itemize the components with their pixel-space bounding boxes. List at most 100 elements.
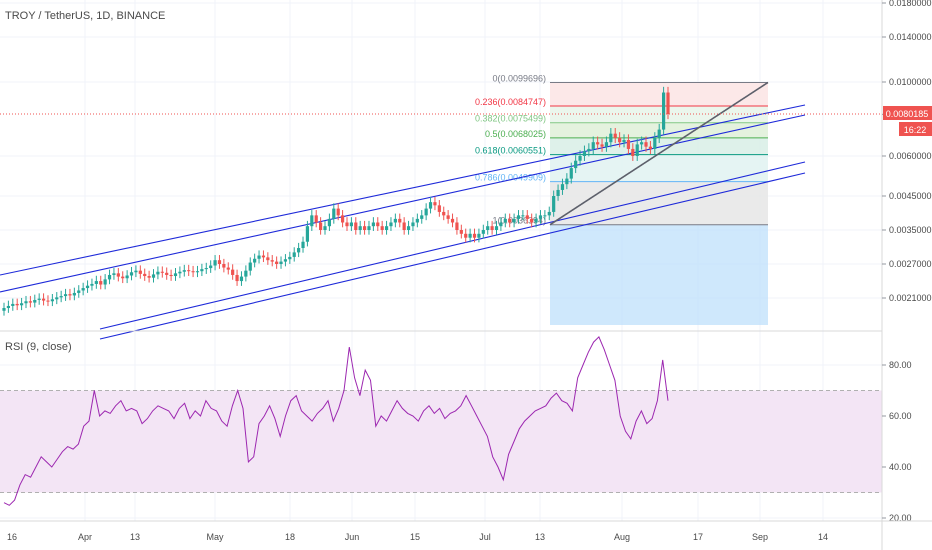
candle-body	[116, 273, 120, 277]
candle-body	[28, 301, 32, 303]
price-tick-label: 0.0027000	[889, 259, 932, 269]
candle-body	[534, 218, 538, 223]
fib-level-label: 1(0.0036394)	[492, 216, 546, 226]
candle-body	[362, 226, 367, 230]
candle-body	[209, 265, 213, 269]
candle-body	[173, 273, 178, 277]
channel-line	[0, 114, 806, 293]
rsi-tick-label: 60.00	[889, 411, 912, 421]
candle-body	[292, 252, 296, 257]
candle-body	[508, 218, 512, 223]
candle-body	[165, 272, 169, 275]
candle-body	[499, 222, 503, 227]
candle-body	[569, 168, 573, 179]
channel-line	[99, 161, 806, 330]
candle-body	[437, 205, 441, 212]
candle-body	[239, 276, 244, 282]
candle-body	[213, 260, 217, 266]
countdown-value: 16:22	[904, 125, 927, 135]
candle-body	[552, 196, 556, 212]
candle-body	[191, 271, 195, 273]
candle-body	[653, 137, 657, 149]
time-axis[interactable]: 16 Apr 13 May 18 Jun 15 Jul 13 Aug 17 Sep 14	[7, 532, 828, 542]
candle-body	[248, 262, 252, 271]
candle-body	[428, 202, 433, 209]
candle-body	[662, 92, 666, 130]
candle-body	[81, 288, 85, 291]
candle-body	[503, 218, 507, 223]
candle-body	[226, 267, 230, 270]
candle-body	[182, 270, 186, 272]
candle-body	[19, 303, 24, 306]
candle-body	[415, 218, 419, 223]
candle-body	[587, 148, 591, 152]
candle-body	[147, 276, 151, 278]
candle-body	[55, 297, 59, 300]
candle-body	[301, 241, 305, 249]
candle-body	[459, 230, 463, 234]
candle-body	[121, 276, 125, 279]
fib-level-label: 0(0.0099696)	[492, 73, 546, 83]
candle-body	[90, 283, 94, 286]
candle-body	[85, 285, 90, 289]
price-tick-label: 0.0100000	[889, 77, 932, 87]
candle-body	[195, 271, 200, 273]
candle-body	[15, 303, 19, 306]
rsi-line	[3, 336, 669, 506]
candle-body	[129, 272, 134, 276]
fib-level-label: 0.236(0.0084747)	[475, 97, 546, 107]
candle-body	[455, 222, 459, 230]
price-axis[interactable]: 0.01800000.01400000.01000000.00800000.00…	[882, 0, 932, 303]
candle-body	[270, 260, 274, 262]
time-tick-label: Apr	[78, 532, 92, 542]
candle-body	[464, 233, 468, 238]
candle-body	[336, 208, 340, 216]
rsi-tick-label: 80.00	[889, 360, 912, 370]
fib-trend-line[interactable]	[549, 81, 769, 226]
time-tick-label: Aug	[614, 532, 630, 542]
candle-body	[288, 256, 292, 260]
candle-body	[99, 281, 103, 285]
candle-body	[406, 226, 411, 230]
time-tick-label: 18	[285, 532, 295, 542]
candle-body	[305, 226, 310, 242]
channel-line	[0, 104, 806, 276]
candle-body	[538, 215, 543, 219]
candlestick-series	[2, 86, 670, 316]
parallel-channels[interactable]	[0, 104, 806, 340]
candle-body	[644, 142, 648, 147]
symbol-title: TROY / TetherUS, 1D, BINANCE	[5, 10, 165, 22]
candle-body	[578, 156, 582, 161]
candle-body	[424, 208, 428, 216]
price-tick-label: 0.0021000	[889, 293, 932, 303]
candle-body	[345, 222, 349, 227]
candle-body	[411, 222, 415, 227]
candle-body	[446, 215, 450, 219]
candle-body	[565, 178, 569, 185]
candle-body	[622, 140, 626, 143]
price-tick-label: 0.0180000	[889, 0, 932, 8]
current-price-tag: 0.0080185 16:22	[883, 106, 932, 136]
candle-body	[283, 259, 288, 262]
candle-body	[657, 129, 661, 138]
candle-body	[371, 222, 375, 227]
candle-body	[560, 184, 565, 190]
candle-body	[543, 215, 547, 217]
candle-body	[103, 279, 107, 285]
candle-body	[327, 218, 332, 227]
rsi-panel	[0, 336, 882, 506]
candle-body	[481, 230, 485, 234]
candle-body	[332, 208, 336, 219]
candle-body	[354, 222, 358, 230]
time-tick-label: Jun	[345, 532, 360, 542]
candle-body	[257, 255, 261, 259]
candle-body	[187, 270, 191, 272]
candle-body	[41, 298, 46, 301]
candle-body	[512, 218, 516, 223]
candle-body	[556, 189, 560, 196]
candle-body	[59, 296, 63, 298]
candle-body	[261, 255, 266, 258]
rsi-axis[interactable]: 80.00 60.00 40.00 20.00	[882, 360, 912, 523]
candle-body	[591, 142, 595, 149]
